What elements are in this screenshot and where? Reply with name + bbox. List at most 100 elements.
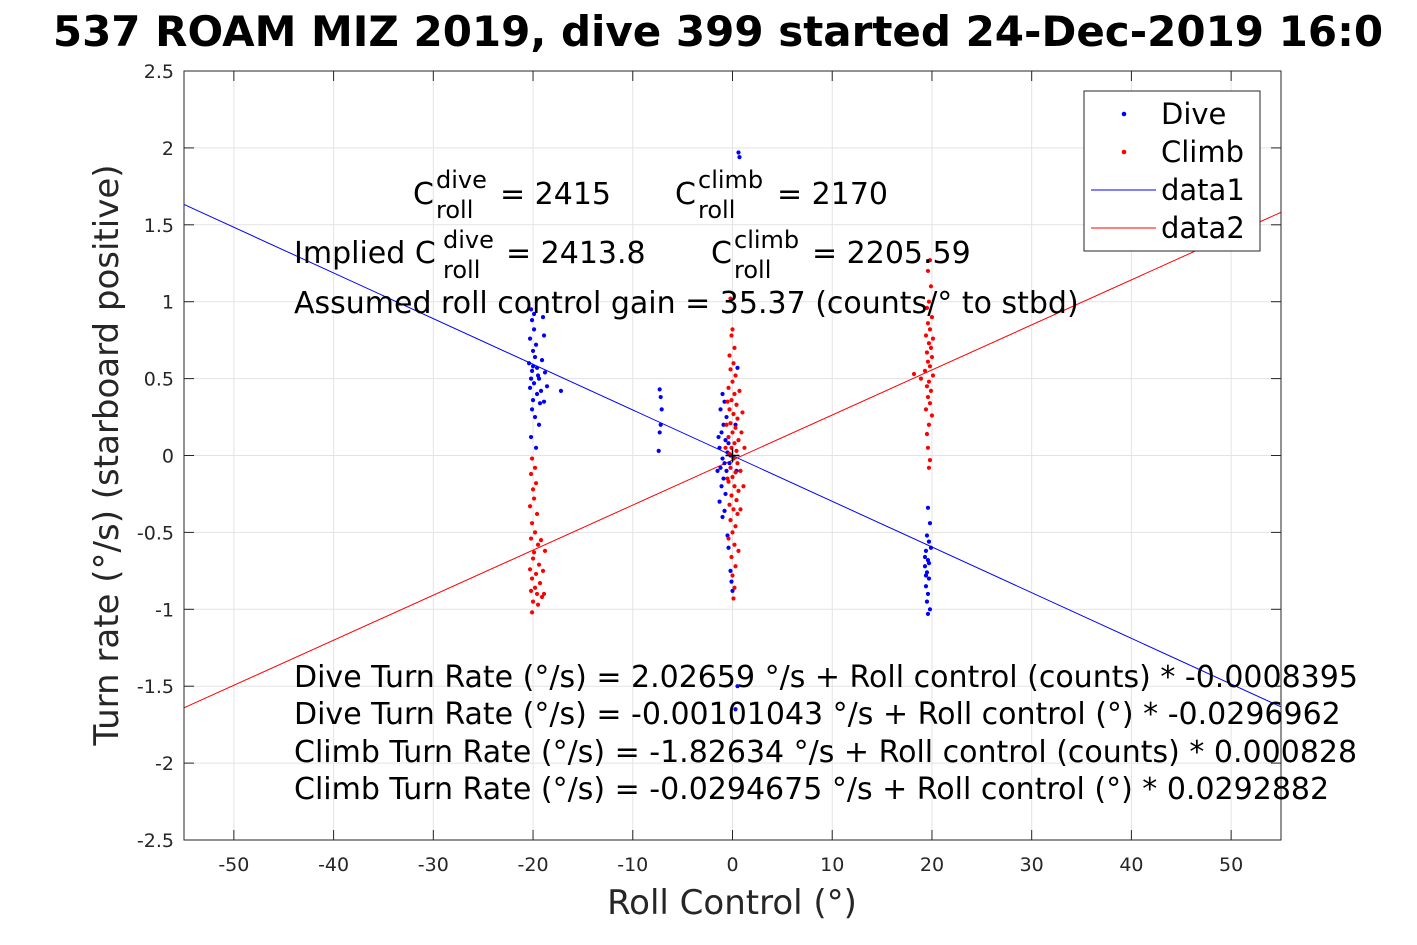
legend-label-data1: data1 bbox=[1161, 173, 1245, 207]
dive-point bbox=[927, 607, 933, 612]
implied-climb-sup: climb bbox=[734, 226, 799, 254]
climb-point bbox=[726, 536, 731, 541]
climb-point bbox=[728, 517, 733, 523]
climb-point bbox=[528, 536, 534, 541]
dive-point bbox=[727, 461, 732, 466]
climb-point bbox=[727, 353, 732, 358]
climb-point bbox=[736, 488, 741, 493]
dive-point bbox=[736, 150, 741, 155]
climb-point bbox=[730, 430, 735, 435]
dive-point bbox=[527, 385, 533, 390]
climb-point bbox=[929, 413, 935, 418]
dive-point bbox=[534, 391, 540, 397]
dive-point bbox=[656, 448, 661, 453]
dive-point bbox=[722, 508, 727, 513]
legend-box bbox=[1083, 90, 1261, 252]
c-dive-value: = 2415 bbox=[500, 177, 611, 212]
climb-point bbox=[542, 548, 548, 553]
implied-dive-sup: dive bbox=[443, 226, 494, 254]
climb-point bbox=[742, 445, 747, 450]
dive-point bbox=[526, 361, 532, 366]
roll-gain-annotation: Assumed roll control gain = 35.37 (count… bbox=[294, 286, 1079, 321]
climb-point bbox=[535, 542, 541, 547]
climb-point bbox=[529, 456, 535, 461]
dive-point bbox=[539, 358, 545, 363]
dive-point bbox=[657, 387, 662, 392]
climb-point bbox=[918, 376, 924, 381]
climb-point bbox=[734, 498, 739, 503]
climb-point bbox=[729, 333, 734, 338]
dive-point bbox=[544, 384, 550, 389]
dive-point bbox=[716, 434, 721, 440]
y-tick-labels: 2.5 2 1.5 1 0.5 0 -0.5 -1 -1.5 -2 -2.5 bbox=[137, 61, 174, 852]
x-tick-label: 20 bbox=[920, 854, 944, 876]
climb-point bbox=[734, 448, 739, 453]
climb-point bbox=[528, 588, 534, 593]
climb-point bbox=[740, 410, 745, 415]
climb-point bbox=[927, 327, 933, 332]
y-tick-label: 1 bbox=[162, 292, 174, 314]
dive-point bbox=[529, 407, 535, 412]
dive-point bbox=[926, 576, 932, 581]
c-climb-prefix: C bbox=[675, 177, 696, 212]
climb-point bbox=[730, 474, 735, 480]
c-dive-sup: dive bbox=[436, 166, 487, 194]
dive-point bbox=[923, 584, 929, 589]
climb-point bbox=[733, 470, 738, 475]
climb-point bbox=[731, 596, 736, 601]
climb-point bbox=[925, 445, 931, 450]
x-tick-label: 30 bbox=[1020, 854, 1044, 876]
climb-point bbox=[539, 594, 545, 600]
climb-point bbox=[723, 445, 728, 450]
climb-point bbox=[727, 502, 732, 507]
annotation-implied-dive: Implied C dive roll = 2413.8 bbox=[294, 226, 646, 284]
climb-point bbox=[732, 484, 737, 489]
climb-point bbox=[732, 391, 737, 397]
climb-point bbox=[926, 341, 932, 346]
c-dive-sub: roll bbox=[436, 196, 473, 224]
climb-point bbox=[926, 299, 932, 304]
dive-point bbox=[529, 368, 535, 374]
x-tick-label: 40 bbox=[1119, 854, 1143, 876]
climb-point bbox=[733, 564, 738, 569]
climb-point bbox=[529, 610, 535, 615]
climb-point bbox=[736, 548, 741, 553]
climb-point bbox=[531, 550, 537, 555]
legend-label-data2: data2 bbox=[1161, 211, 1245, 245]
dive-point bbox=[923, 548, 929, 553]
x-tick-label: -30 bbox=[418, 854, 449, 876]
x-tick-label: -50 bbox=[218, 854, 249, 876]
dive-point bbox=[538, 388, 544, 394]
climb-point bbox=[928, 345, 934, 350]
climb-point bbox=[923, 407, 929, 412]
dive-point bbox=[530, 364, 536, 369]
climb-point bbox=[927, 458, 933, 463]
dive-point bbox=[715, 468, 720, 473]
climb-point bbox=[730, 573, 735, 578]
climb-point bbox=[531, 496, 537, 501]
climb-point bbox=[534, 511, 540, 517]
climb-point bbox=[532, 585, 538, 590]
dive-point bbox=[925, 611, 931, 617]
climb-point bbox=[928, 388, 934, 394]
legend-marker-climb bbox=[1121, 149, 1127, 155]
annotation-c-climb: C climb roll = 2170 bbox=[675, 166, 888, 224]
climb-point bbox=[734, 402, 739, 407]
y-tick-label: 2.5 bbox=[144, 61, 174, 83]
climb-point bbox=[926, 422, 932, 427]
dive-point bbox=[925, 591, 931, 597]
origin-marker bbox=[725, 448, 740, 463]
climb-point bbox=[527, 504, 533, 509]
annotation-c-dive: C dive roll = 2415 bbox=[413, 166, 611, 224]
climb-point bbox=[732, 345, 737, 350]
dive-point bbox=[733, 707, 738, 712]
scatter-points bbox=[526, 150, 936, 712]
implied-dive-value: = 2413.8 bbox=[506, 236, 646, 271]
dive-point bbox=[528, 376, 534, 381]
y-tick-label: -1 bbox=[155, 599, 174, 621]
climb-point bbox=[534, 591, 540, 597]
implied-climb-sub: roll bbox=[734, 256, 771, 284]
dive-point bbox=[529, 318, 535, 323]
dive-point bbox=[528, 434, 534, 440]
